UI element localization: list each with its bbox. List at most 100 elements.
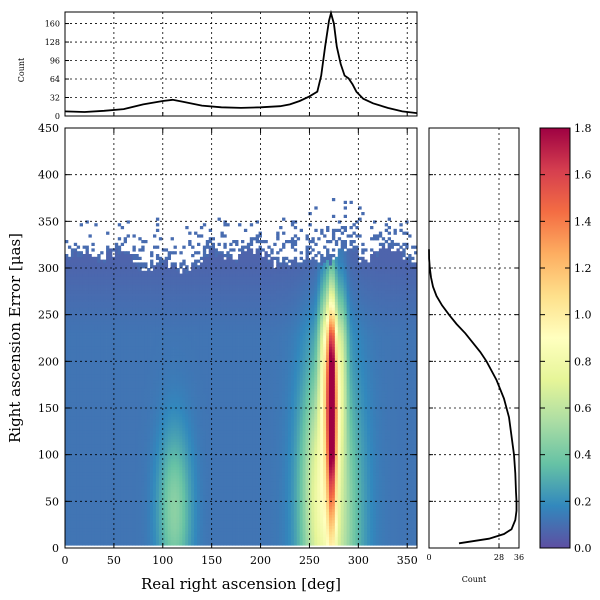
heatmap-cell: [197, 416, 201, 420]
heatmap-cell: [126, 539, 130, 543]
heatmap-cell: [138, 329, 142, 333]
heatmap-cell: [158, 366, 163, 370]
heatmap-cell: [100, 296, 104, 300]
heatmap-cell: [199, 394, 204, 398]
heatmap-cell: [103, 478, 107, 482]
heatmap-cell: [82, 419, 86, 423]
heatmap-cell: [153, 416, 157, 420]
heatmap-cell: [155, 461, 160, 465]
heatmap-cell: [70, 492, 75, 496]
heatmap-cell: [176, 441, 180, 445]
heatmap-cell: [129, 329, 133, 333]
heatmap-cell: [176, 321, 180, 325]
heatmap-cell: [176, 438, 180, 442]
heatmap-cell: [144, 385, 148, 389]
heatmap-cell: [76, 371, 81, 375]
heatmap-cell: [150, 332, 154, 336]
heatmap-cell: [129, 514, 133, 518]
heatmap-cell: [85, 486, 89, 490]
heatmap-cell: [100, 388, 104, 392]
heatmap-cell: [170, 399, 174, 403]
heatmap-cell: [173, 539, 177, 543]
heatmap-cell: [164, 528, 169, 532]
heatmap-cell: [65, 268, 69, 272]
heatmap-cell: [141, 349, 145, 353]
heatmap-cell: [199, 522, 204, 526]
heatmap-cell: [144, 464, 148, 468]
heatmap-cell: [106, 326, 110, 330]
heatmap-cell: [135, 520, 139, 524]
heatmap-cell: [158, 497, 163, 501]
heatmap-cell: [185, 329, 189, 333]
heatmap-cell: [144, 346, 148, 350]
heatmap-cell: [179, 528, 183, 532]
heatmap-cell: [153, 427, 157, 431]
heatmap-cell: [197, 368, 201, 372]
heatmap-cell: [88, 497, 92, 501]
heatmap-cell: [100, 307, 104, 311]
heatmap-cell: [85, 402, 89, 406]
heatmap-cell: [126, 522, 130, 526]
heatmap-cell: [106, 338, 110, 342]
heatmap-cell: [185, 531, 189, 535]
heatmap-cell: [191, 346, 195, 350]
heatmap-cell: [106, 259, 110, 263]
heatmap-cell: [103, 374, 107, 378]
heatmap-cell: [97, 394, 101, 398]
heatmap-cell: [185, 408, 189, 412]
heatmap-cell: [106, 270, 110, 274]
heatmap-cell: [70, 472, 75, 476]
heatmap-cell: [144, 366, 148, 370]
heatmap-cell: [100, 396, 104, 400]
heatmap-cell: [126, 531, 130, 535]
heatmap-cell: [109, 500, 113, 504]
heatmap-cell: [82, 312, 86, 316]
heatmap-cell: [182, 391, 186, 395]
heatmap-cell: [67, 503, 72, 507]
heatmap-cell: [123, 528, 127, 532]
heatmap-cell: [123, 413, 127, 417]
heatmap-cell: [141, 528, 145, 532]
heatmap-cell: [103, 464, 107, 468]
heatmap-cell: [182, 475, 186, 479]
heatmap-cell: [182, 290, 186, 294]
heatmap-cell: [67, 321, 72, 325]
heatmap-cell: [173, 402, 177, 406]
heatmap-cell: [197, 441, 201, 445]
heatmap-cell: [155, 542, 160, 546]
heatmap-cell: [135, 478, 139, 482]
heatmap-cell: [135, 466, 139, 470]
heatmap-cell: [97, 419, 101, 423]
heatmap-cell: [106, 385, 110, 389]
heatmap-cell: [76, 270, 81, 274]
heatmap-cell: [82, 486, 86, 490]
heatmap-cell: [70, 380, 75, 384]
heatmap-cell: [141, 458, 145, 462]
heatmap-cell: [67, 430, 72, 434]
heatmap-cell: [91, 343, 95, 347]
heatmap-cell: [103, 469, 107, 473]
heatmap-cell: [100, 534, 104, 538]
heatmap-cell: [70, 256, 75, 260]
heatmap-cell: [103, 416, 107, 420]
heatmap-cell: [161, 315, 166, 319]
heatmap-cell: [155, 427, 160, 431]
heatmap-cell: [138, 452, 142, 456]
heatmap-cell: [153, 380, 157, 384]
heatmap-cell: [158, 368, 163, 372]
heatmap-cell: [135, 282, 139, 286]
heatmap-cell: [161, 514, 166, 518]
heatmap-cell: [111, 296, 116, 300]
heatmap-cell: [141, 536, 145, 540]
heatmap-cell: [65, 388, 69, 392]
heatmap-cell: [111, 430, 116, 434]
heatmap-cell: [94, 436, 98, 440]
heatmap-cell: [76, 534, 81, 538]
heatmap-cell: [70, 478, 75, 482]
heatmap-cell: [194, 251, 198, 255]
heatmap-cell: [144, 340, 148, 344]
heatmap-cell: [117, 296, 122, 300]
heatmap-cell: [91, 447, 95, 451]
heatmap-cell: [88, 424, 92, 428]
heatmap-cell: [191, 405, 195, 409]
